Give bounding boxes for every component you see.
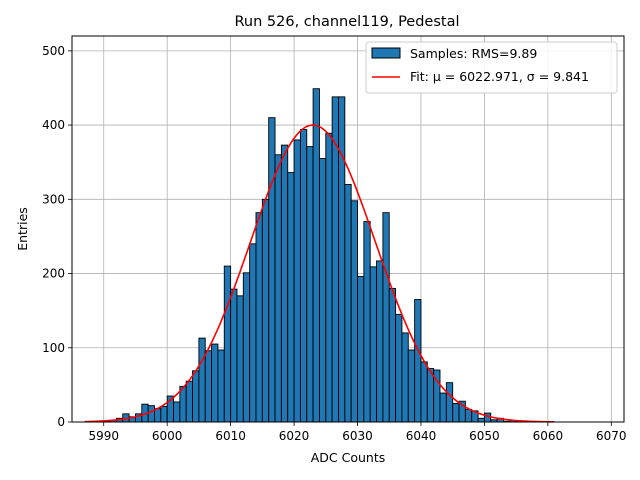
x-axis-ticks: 5990 6000 6010 6020 6030 6040 6050 6060 6070	[88, 422, 627, 443]
chart-title: Run 526, channel119, Pedestal	[234, 14, 459, 30]
histogram-bar	[350, 200, 358, 423]
x-axis-label: ADC Counts	[311, 450, 386, 465]
histogram-bar	[388, 287, 397, 423]
histogram-bar	[299, 129, 308, 423]
histogram-bar	[249, 243, 257, 423]
x-tick-label: 6040	[406, 429, 437, 443]
histogram-bar	[426, 368, 435, 423]
histogram-bar	[147, 405, 155, 423]
histogram-bar	[204, 350, 213, 423]
histogram-bar	[230, 288, 238, 423]
histogram-bar	[331, 96, 339, 423]
histogram-bar	[363, 221, 371, 423]
histogram-bar	[414, 299, 422, 423]
y-tick-label: 0	[57, 415, 65, 429]
histogram-bar	[287, 172, 295, 423]
y-axis-label: Entries	[15, 207, 30, 251]
x-tick-label: 6050	[469, 429, 500, 443]
histogram-bar	[318, 158, 327, 423]
y-tick-label: 400	[42, 118, 65, 132]
histogram-bar	[420, 361, 428, 423]
histogram-bar	[477, 417, 485, 423]
histogram-bar	[268, 117, 276, 423]
y-tick-label: 200	[42, 267, 65, 281]
legend-bar-swatch	[371, 47, 401, 59]
histogram-bar	[236, 295, 244, 423]
histogram-bar	[211, 343, 219, 423]
histogram-bar	[376, 260, 384, 423]
x-tick-label: 6000	[152, 429, 183, 443]
x-tick-label: 5990	[88, 429, 119, 443]
plot-frame	[71, 35, 625, 423]
histogram-bar	[312, 88, 320, 423]
x-tick-label: 6010	[215, 429, 246, 443]
histogram-bars	[103, 88, 523, 423]
histogram-bar	[306, 146, 314, 423]
histogram-bar	[198, 337, 206, 423]
histogram-bar	[344, 184, 352, 423]
histogram-bar	[445, 382, 454, 423]
legend: Samples: RMS=9.89 Fit: μ = 6022.971, σ =…	[365, 41, 618, 94]
legend-histogram-label: Samples: RMS=9.89	[410, 46, 537, 61]
histogram-bar	[223, 265, 232, 423]
histogram-bar	[325, 132, 333, 423]
histogram-bar	[280, 144, 289, 423]
histogram-bar	[173, 401, 181, 423]
histogram-bar	[192, 370, 200, 423]
histogram-bar	[452, 402, 460, 423]
histogram-bar	[185, 380, 194, 423]
histogram-bar	[407, 349, 416, 423]
histogram-bar	[293, 139, 301, 423]
histogram-bar	[395, 313, 403, 423]
histogram-bar	[255, 212, 263, 423]
histogram-bar	[242, 272, 251, 423]
histogram-bar	[179, 385, 187, 423]
histogram-bar	[338, 96, 346, 423]
legend-fit-label: Fit: μ = 6022.971, σ = 9.841	[410, 69, 589, 84]
histogram-bar	[464, 408, 473, 423]
y-tick-label: 500	[42, 44, 65, 58]
y-axis-ticks: 0 100 200 300 400 500	[42, 44, 72, 429]
histogram-bar	[483, 412, 492, 423]
histogram-bar	[439, 392, 447, 423]
fit-curve	[84, 124, 555, 423]
histogram-bar	[357, 276, 365, 423]
y-tick-label: 100	[42, 341, 65, 355]
histogram-bar	[217, 349, 225, 423]
legend-box	[365, 41, 618, 94]
x-tick-label: 6020	[279, 429, 310, 443]
histogram-bar	[369, 266, 378, 423]
histogram-bar	[154, 408, 162, 423]
histogram-bar	[160, 405, 168, 423]
x-tick-label: 6030	[342, 429, 373, 443]
x-tick-label: 6060	[533, 429, 564, 443]
y-tick-label: 300	[42, 192, 65, 206]
histogram-bar	[401, 332, 409, 423]
histogram-bar	[382, 212, 390, 423]
histogram-bar	[274, 154, 282, 423]
x-tick-label: 6070	[596, 429, 627, 443]
histogram-bar	[261, 198, 270, 423]
